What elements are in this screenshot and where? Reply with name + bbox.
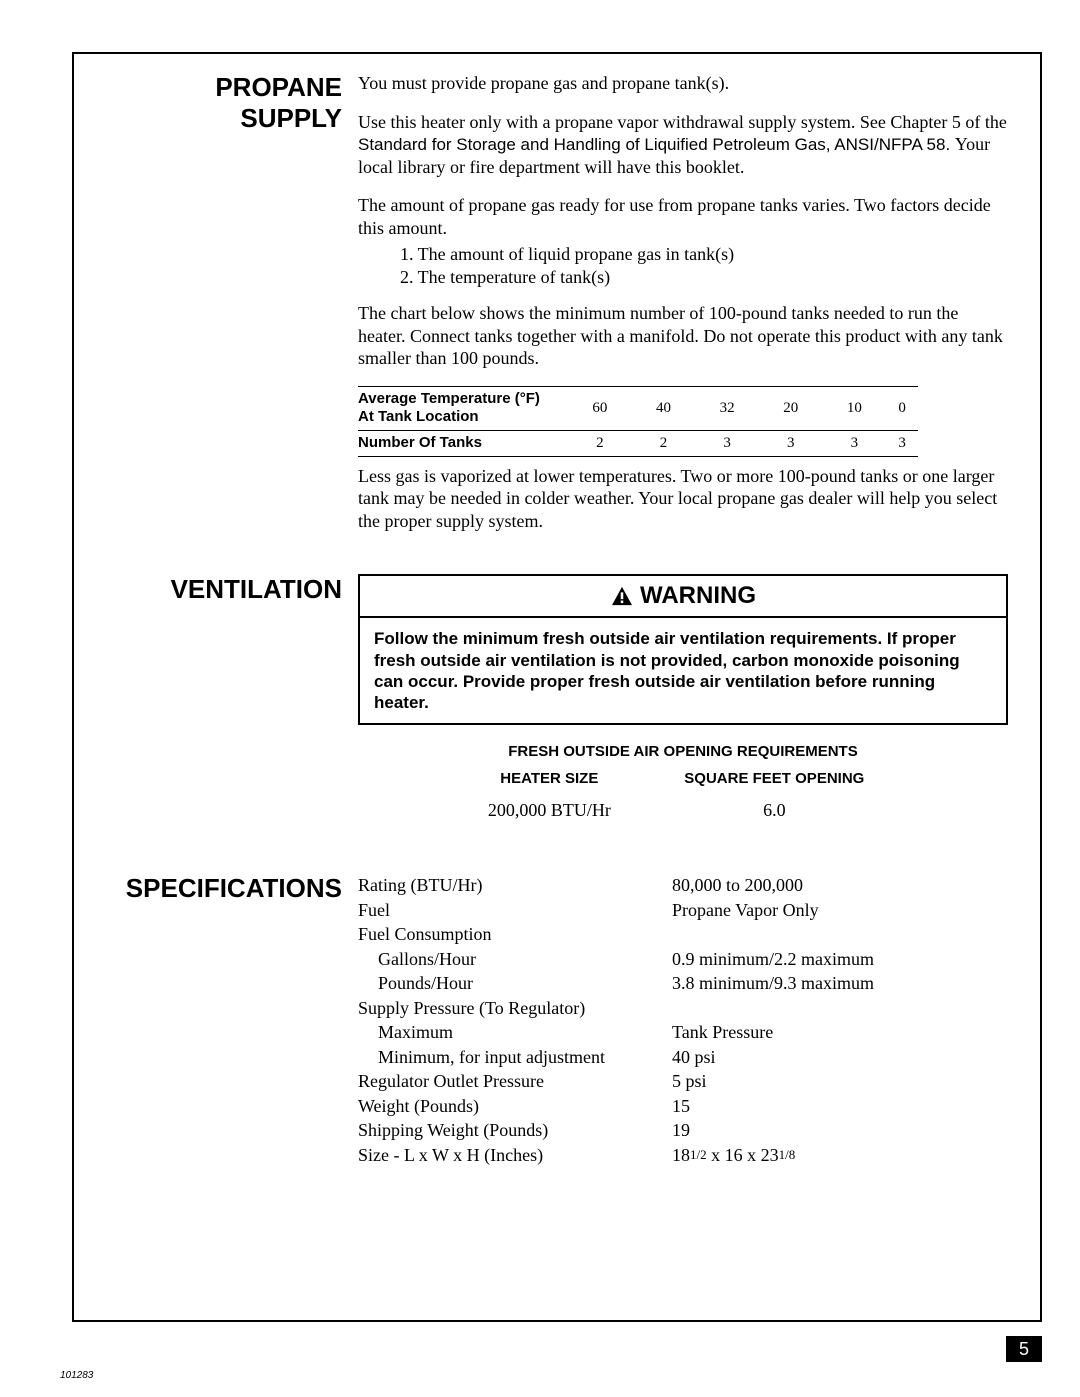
- paragraph: Use this heater only with a propane vapo…: [358, 111, 1008, 179]
- table-row: Fuel Consumption: [358, 922, 958, 947]
- table-cell: 60: [568, 386, 632, 431]
- table-cell: 2: [632, 431, 696, 457]
- specifications-table: Rating (BTU/Hr)80,000 to 200,000FuelProp…: [358, 873, 958, 1167]
- table-row: Gallons/Hour0.9 minimum/2.2 maximum: [358, 947, 958, 972]
- section-heading-specifications: SPECIFICATIONS: [102, 873, 358, 1167]
- spec-label: Size - L x W x H (Inches): [358, 1143, 672, 1168]
- table-row: Rating (BTU/Hr)80,000 to 200,000: [358, 873, 958, 898]
- table-cell: 3: [823, 431, 887, 457]
- spec-label: Supply Pressure (To Regulator): [358, 996, 672, 1021]
- spec-label: Pounds/Hour: [358, 971, 672, 996]
- table-label: At Tank Location: [358, 408, 479, 425]
- table-cell: 200,000 BTU/Hr: [458, 795, 641, 822]
- spec-value: [672, 996, 958, 1021]
- warning-label: WARNING: [640, 581, 756, 611]
- section-heading-ventilation: VENTILATION: [102, 574, 358, 821]
- table-label: Average Temperature (°F): [358, 390, 540, 407]
- table-header: HEATER SIZE: [458, 770, 641, 795]
- spec-value: 181/2 x 16 x 231/8: [672, 1143, 958, 1168]
- air-requirements-table: HEATER SIZE SQUARE FEET OPENING 200,000 …: [458, 770, 908, 821]
- page-number: 5: [1006, 1336, 1042, 1362]
- table-cell: 3: [695, 431, 759, 457]
- spec-label: Gallons/Hour: [358, 947, 672, 972]
- paragraph: The chart below shows the minimum number…: [358, 302, 1008, 370]
- table-row: Regulator Outlet Pressure5 psi: [358, 1069, 958, 1094]
- list-item: 1. The amount of liquid propane gas in t…: [400, 243, 1008, 266]
- spec-label: Regulator Outlet Pressure: [358, 1069, 672, 1094]
- table-cell: 40: [632, 386, 696, 431]
- spec-label: Shipping Weight (Pounds): [358, 1118, 672, 1143]
- heading-line: PROPANE: [102, 72, 342, 103]
- spec-label: Minimum, for input adjustment: [358, 1045, 672, 1070]
- spec-value: 40 psi: [672, 1045, 958, 1070]
- table-row: Supply Pressure (To Regulator): [358, 996, 958, 1021]
- spec-value: 80,000 to 200,000: [672, 873, 958, 898]
- spec-label: Fuel Consumption: [358, 922, 672, 947]
- table-row: Pounds/Hour3.8 minimum/9.3 maximum: [358, 971, 958, 996]
- spec-value: 15: [672, 1094, 958, 1119]
- warning-body: Follow the minimum fresh outside air ven…: [360, 618, 1006, 723]
- heading-line: SUPPLY: [102, 103, 342, 134]
- warning-icon: [610, 586, 634, 606]
- table-row: Minimum, for input adjustment40 psi: [358, 1045, 958, 1070]
- list-item: 2. The temperature of tank(s): [400, 266, 1008, 289]
- section-heading-propane: PROPANE SUPPLY: [102, 72, 358, 548]
- spec-value: 5 psi: [672, 1069, 958, 1094]
- table-cell: 6.0: [641, 795, 908, 822]
- air-requirements-title: FRESH OUTSIDE AIR OPENING REQUIREMENTS: [358, 743, 1008, 762]
- table-cell: 2: [568, 431, 632, 457]
- table-row: MaximumTank Pressure: [358, 1020, 958, 1045]
- spec-value: 3.8 minimum/9.3 maximum: [672, 971, 958, 996]
- table-cell: 20: [759, 386, 823, 431]
- paragraph: You must provide propane gas and propane…: [358, 72, 1008, 95]
- text: Use this heater only with a propane vapo…: [358, 112, 1007, 132]
- table-row: Weight (Pounds)15: [358, 1094, 958, 1119]
- spec-value: 19: [672, 1118, 958, 1143]
- spec-value: [672, 922, 958, 947]
- spec-value: 0.9 minimum/2.2 maximum: [672, 947, 958, 972]
- table-cell: 3: [759, 431, 823, 457]
- warning-box: WARNING Follow the minimum fresh outside…: [358, 574, 1008, 725]
- table-row: Shipping Weight (Pounds)19: [358, 1118, 958, 1143]
- table-cell: 32: [695, 386, 759, 431]
- paragraph: The amount of propane gas ready for use …: [358, 194, 1008, 239]
- spec-label: Maximum: [358, 1020, 672, 1045]
- spec-label: Weight (Pounds): [358, 1094, 672, 1119]
- table-row: FuelPropane Vapor Only: [358, 898, 958, 923]
- table-label: Number Of Tanks: [358, 431, 568, 457]
- text: Standard for Storage and Handling of Liq…: [358, 135, 955, 154]
- warning-title: WARNING: [360, 576, 1006, 618]
- spec-label: Rating (BTU/Hr): [358, 873, 672, 898]
- spec-value: Tank Pressure: [672, 1020, 958, 1045]
- page-content: PROPANE SUPPLY You must provide propane …: [72, 52, 1042, 1187]
- spec-value: Propane Vapor Only: [672, 898, 958, 923]
- table-cell: 10: [823, 386, 887, 431]
- document-id: 101283: [60, 1370, 93, 1381]
- table-cell: 3: [886, 431, 918, 457]
- table-cell: 0: [886, 386, 918, 431]
- table-header: SQUARE FEET OPENING: [641, 770, 908, 795]
- ordered-list: 1. The amount of liquid propane gas in t…: [400, 243, 1008, 288]
- table-row: Size - L x W x H (Inches)181/2 x 16 x 23…: [358, 1143, 958, 1168]
- spec-label: Fuel: [358, 898, 672, 923]
- tank-temperature-table: Average Temperature (°F) At Tank Locatio…: [358, 386, 918, 457]
- paragraph: Less gas is vaporized at lower temperatu…: [358, 465, 1008, 533]
